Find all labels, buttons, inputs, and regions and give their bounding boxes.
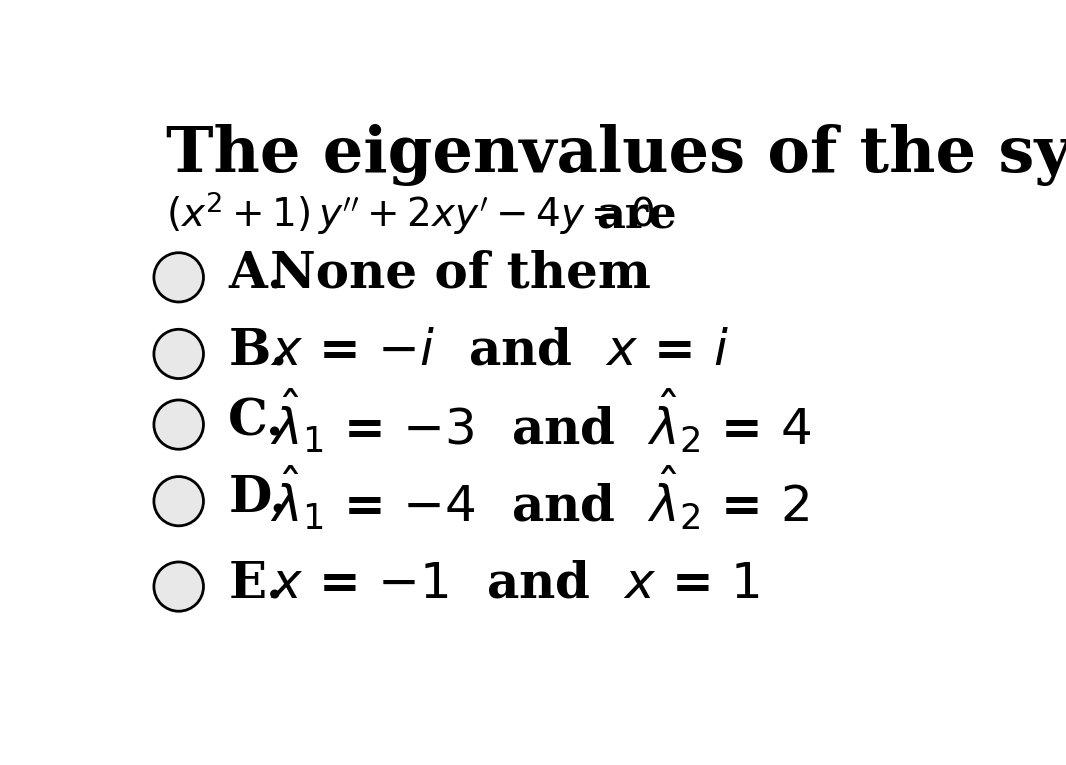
- Text: $\hat{\lambda}_1$ = $-4$  and  $\hat{\lambda}_2$ = $2$: $\hat{\lambda}_1$ = $-4$ and $\hat{\lamb…: [270, 464, 808, 532]
- Text: D.: D.: [228, 474, 287, 522]
- Text: $\hat{\lambda}_1$ = $-3$  and  $\hat{\lambda}_2$ = $4$: $\hat{\lambda}_1$ = $-3$ and $\hat{\lamb…: [270, 388, 810, 456]
- Text: E.: E.: [228, 559, 284, 608]
- Text: The eigenvalues of the system: The eigenvalues of the system: [166, 124, 1066, 186]
- Ellipse shape: [154, 400, 204, 449]
- Text: B.: B.: [228, 327, 288, 376]
- Ellipse shape: [154, 477, 204, 526]
- Ellipse shape: [154, 329, 204, 379]
- Ellipse shape: [154, 252, 204, 302]
- Text: are: are: [596, 195, 677, 238]
- Ellipse shape: [154, 562, 204, 611]
- Text: A.: A.: [228, 250, 285, 299]
- Text: $\mathit{(x^2+1)\,y''+2xy'-4y=0}$: $\mathit{(x^2+1)\,y''+2xy'-4y=0}$: [166, 189, 656, 236]
- Text: C.: C.: [228, 397, 285, 446]
- Text: $\mathit{x}$ = $-1$  and  $\mathit{x}$ = $1$: $\mathit{x}$ = $-1$ and $\mathit{x}$ = $…: [270, 559, 760, 608]
- Text: None of them: None of them: [270, 250, 650, 299]
- Text: $\mathit{x}$ = $-\mathit{i}$  and  $\mathit{x}$ = $\mathit{i}$: $\mathit{x}$ = $-\mathit{i}$ and $\mathi…: [270, 327, 728, 376]
